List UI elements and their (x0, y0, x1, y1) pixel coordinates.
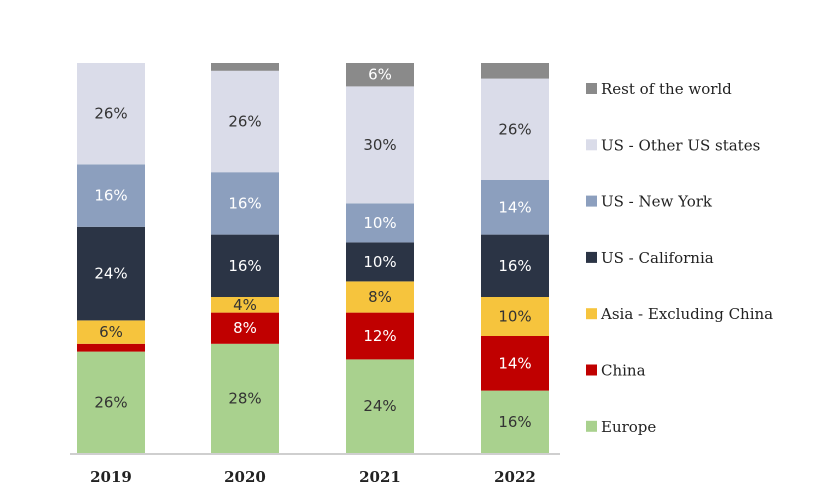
bar-segment-2020-4 (211, 172, 279, 235)
bar-segment-2021-2 (346, 281, 414, 313)
bar-segment-2022-2 (481, 297, 549, 336)
data-label-2020-3: 16% (228, 257, 261, 275)
legend-label-4: US - New York (601, 193, 713, 211)
bar-segment-2020-5 (211, 70, 279, 173)
bar-segment-2022-4 (481, 180, 549, 235)
bar-segment-2022-1 (481, 336, 549, 391)
legend: Rest of the world US - Other US states US … (586, 80, 773, 436)
legend-swatch-0 (586, 420, 597, 432)
data-label-2021-4: 10% (363, 214, 396, 232)
x-tick-label-2020: 2020 (224, 468, 266, 486)
bar-segment-2019-5 (77, 63, 145, 165)
legend-swatch-6 (586, 83, 597, 94)
bar-segment-2019-0 (77, 351, 145, 453)
legend-label-6: Rest of the world (601, 80, 732, 98)
data-label-2022-3: 16% (498, 257, 531, 275)
legend-label-0: Europe (601, 418, 656, 436)
data-label-2020-0: 28% (228, 389, 261, 407)
bar-segment-2020-0 (211, 343, 279, 453)
data-label-2021-5: 30% (363, 136, 396, 154)
data-label-2019-4: 16% (94, 187, 127, 205)
data-label-2022-5: 26% (498, 120, 531, 138)
bar-segment-2022-3 (481, 234, 549, 297)
bar-segment-2019-4 (77, 164, 145, 227)
legend-swatch-3 (586, 251, 597, 263)
bar-segment-2022-0 (481, 390, 549, 453)
bar-segment-2021-0 (346, 359, 414, 453)
bar-segment-2020-2 (211, 297, 279, 313)
data-label-2022-0: 16% (498, 413, 531, 431)
data-label-2022-1: 14% (498, 354, 531, 372)
bar-segment-2021-1 (346, 312, 414, 360)
data-label-2021-0: 24% (363, 397, 396, 415)
data-label-2019-3: 24% (94, 265, 127, 283)
bar-segment-2019-1 (77, 343, 145, 352)
x-tick-labels: 2019 2020 2021 2022 (90, 468, 536, 486)
data-label-2021-3: 10% (363, 253, 396, 271)
data-label-2021-1: 12% (363, 327, 396, 345)
bar-segment-2021-5 (346, 86, 414, 204)
bar-segment-2020-1 (211, 312, 279, 344)
data-label-2020-1: 8% (233, 319, 257, 337)
legend-label-3: US - California (601, 249, 714, 267)
legend-label-1: China (601, 362, 646, 380)
data-label-2022-4: 14% (498, 198, 531, 216)
bar-segment-2020-3 (211, 234, 279, 297)
data-label-2019-5: 26% (94, 105, 127, 123)
legend-swatch-4 (586, 195, 597, 207)
bar-segment-2022-6 (481, 63, 549, 79)
bar-segment-2019-3 (77, 226, 145, 321)
data-label-2019-2: 6% (99, 323, 123, 341)
data-label-2020-5: 26% (228, 113, 261, 131)
x-tick-label-2022: 2022 (494, 468, 536, 486)
bar-segment-2021-6 (346, 63, 414, 87)
data-label-2020-4: 16% (228, 194, 261, 212)
legend-swatch-5 (586, 139, 597, 151)
legend-label-5: US - Other US states (601, 136, 760, 154)
x-tick-label-2019: 2019 (90, 468, 132, 486)
bar-segment-2020-6 (211, 63, 279, 71)
bar-segment-2019-2 (77, 320, 145, 344)
bar-segment-2022-5 (481, 78, 549, 180)
bar-segment-2021-3 (346, 242, 414, 282)
data-label-2019-0: 26% (94, 393, 127, 411)
legend-swatch-1 (586, 364, 597, 376)
x-tick-label-2021: 2021 (359, 468, 401, 486)
bar-segment-2021-4 (346, 203, 414, 243)
data-label-2020-2: 4% (233, 296, 257, 314)
data-label-2021-6: 6% (368, 66, 392, 84)
data-label-2022-2: 10% (498, 308, 531, 326)
legend-swatch-2 (586, 308, 597, 320)
legend-label-2: Asia - Excluding China (600, 305, 773, 323)
data-label-2021-2: 8% (368, 288, 392, 306)
bars-group: 26% 6% 24% 16% 26% 28% 8% 4% 16% 16% 26% 24% 12% 8% 10… (77, 63, 549, 453)
